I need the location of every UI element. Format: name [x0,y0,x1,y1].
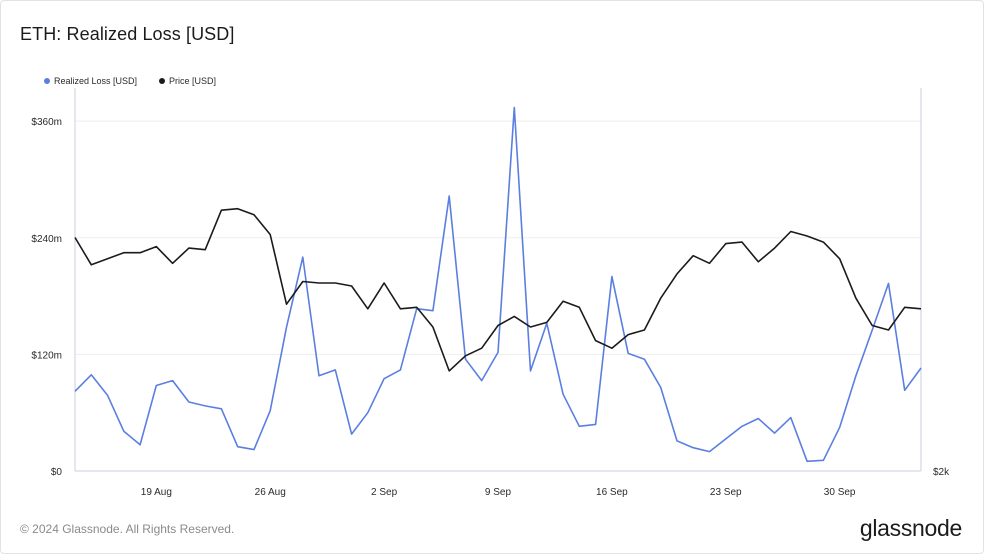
legend-dot-realized-loss [44,78,50,84]
chart-title: ETH: Realized Loss [USD] [20,24,235,44]
series-line-price [74,207,922,372]
y-tick-label: $0 [51,467,63,478]
chart-legend: Realized Loss [USD] Price [USD] [44,76,216,86]
legend-item-price[interactable]: Price [USD] [159,76,216,86]
x-tick-label: 26 Aug [255,487,286,498]
y-tick-label: $120m [31,350,62,361]
y-tick-label: $240m [31,234,62,245]
series-line-realized-loss [74,106,922,463]
x-tick-label: 16 Sep [596,487,628,498]
x-tick-label: 19 Aug [141,487,172,498]
x-tick-label: 30 Sep [824,487,856,498]
legend-item-realized-loss[interactable]: Realized Loss [USD] [44,76,137,86]
x-tick-label: 2 Sep [371,487,398,498]
copyright-footer: © 2024 Glassnode. All Rights Reserved. [20,522,235,536]
legend-label-price: Price [USD] [169,76,217,86]
legend-dot-price [159,78,166,84]
y-right-tick-label: $2k [933,467,950,478]
x-tick-label: 23 Sep [710,487,742,498]
glassnode-logo: glassnode [859,515,962,541]
y-tick-label: $360m [31,117,62,128]
legend-label-realized-loss: Realized Loss [USD] [54,76,138,86]
x-tick-label: 9 Sep [485,487,512,498]
